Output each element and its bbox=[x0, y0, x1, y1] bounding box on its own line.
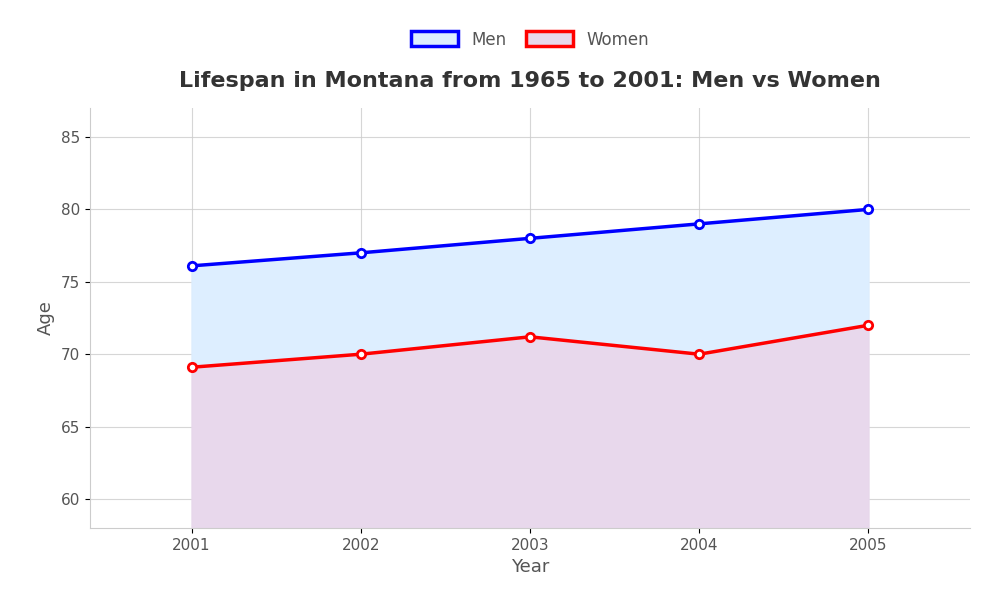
Y-axis label: Age: Age bbox=[37, 301, 55, 335]
X-axis label: Year: Year bbox=[511, 558, 549, 576]
Legend: Men, Women: Men, Women bbox=[404, 24, 656, 55]
Title: Lifespan in Montana from 1965 to 2001: Men vs Women: Lifespan in Montana from 1965 to 2001: M… bbox=[179, 71, 881, 91]
